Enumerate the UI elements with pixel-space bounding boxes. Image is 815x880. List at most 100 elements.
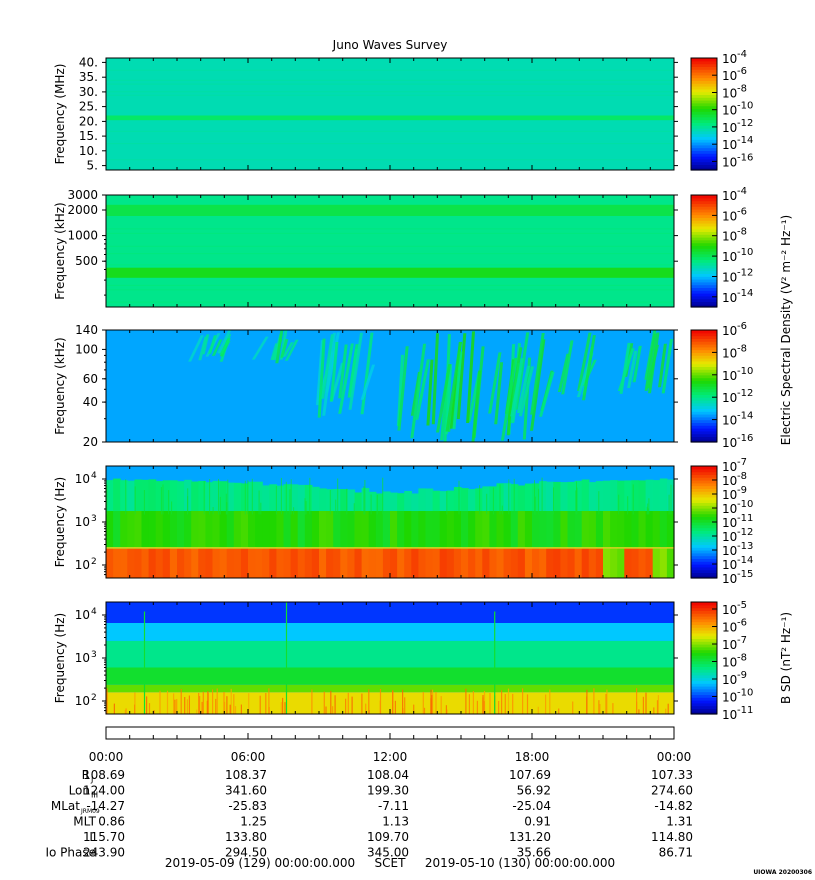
emission-column	[361, 511, 370, 548]
emission-column	[120, 511, 128, 548]
emission-column	[503, 483, 512, 511]
colorbar-segment	[691, 114, 717, 118]
colorbar-segment	[691, 355, 717, 359]
emission-column	[226, 511, 235, 548]
spectral-streak	[334, 695, 336, 714]
y-axis-label: Frequency (kHz)	[53, 337, 67, 434]
emission-column	[361, 547, 370, 549]
spectral-streak	[173, 693, 175, 714]
emission-spike	[280, 477, 282, 515]
spectral-streak	[186, 699, 188, 714]
emission-column	[461, 511, 469, 548]
emission-column	[496, 547, 505, 549]
emission-column	[184, 547, 192, 549]
ephemeris-label: R	[82, 768, 90, 782]
emission-column	[340, 548, 348, 578]
colorbar-frame	[690, 329, 718, 443]
colorbar-segment	[691, 220, 717, 224]
emission-column	[468, 547, 476, 549]
colorbar-tick-exponent: -16	[737, 152, 753, 163]
colorbar-segment	[691, 251, 717, 255]
burst-2-streak	[329, 342, 339, 402]
colorbar-segment	[691, 494, 717, 498]
colorbar-segment	[691, 635, 717, 639]
colorbar-segment	[691, 652, 717, 656]
emission-column	[468, 489, 476, 511]
emission-spike	[648, 498, 650, 515]
emission-column	[177, 481, 185, 511]
colorbar-segment	[691, 561, 717, 565]
colorbar-segment	[691, 158, 717, 163]
emission-column	[603, 548, 611, 578]
colorbar-segment	[691, 488, 717, 492]
colorbar-tick-label: 10	[722, 708, 737, 722]
spectral-streak	[665, 708, 667, 714]
y-tick-label: 30.	[79, 85, 98, 99]
emission-column	[631, 547, 640, 549]
emission-spike	[134, 486, 136, 515]
colorbar-segment	[691, 383, 717, 387]
colorbar-segment	[691, 674, 717, 679]
burst-3-streak	[488, 352, 502, 414]
colorbar-segment	[691, 510, 717, 515]
emission-column	[319, 488, 327, 511]
spectral-streak	[166, 690, 169, 714]
colorbar-tick-label: 10	[722, 488, 737, 502]
colorbar-segment	[691, 627, 717, 631]
emission-column	[411, 493, 419, 512]
emission-column	[240, 547, 249, 549]
colorbar-segment	[691, 677, 717, 681]
spectral-streak	[351, 696, 353, 714]
emission-column	[198, 511, 206, 548]
emission-column	[553, 547, 561, 549]
ephemeris-label-subscript: III	[91, 791, 98, 800]
colorbar-segment	[691, 604, 717, 609]
colorbar-segment	[691, 666, 717, 670]
colorbar-tick-exponent: -10	[737, 247, 753, 258]
spectral-streak	[282, 697, 284, 714]
time-axis: 00:00 06:00 12:00 18:00 00:00	[89, 726, 692, 764]
emission-column	[567, 511, 576, 548]
time-tick-label: 00:00	[657, 750, 692, 764]
spectral-streak	[134, 692, 136, 714]
colorbar-segment	[691, 100, 717, 104]
colorbar-segment	[691, 558, 717, 562]
burst-1-streak	[284, 339, 299, 361]
emission-column	[219, 548, 228, 578]
spectral-streak	[180, 689, 182, 714]
colorbar-segment	[691, 197, 717, 202]
colorbar-segment	[691, 80, 717, 84]
colorbar-segment	[691, 248, 717, 252]
colorbar-tick-label: 10	[722, 391, 737, 405]
burst-3-streak	[426, 359, 434, 426]
colorbar-segment	[691, 436, 717, 440]
colorbar-segment	[691, 332, 717, 337]
texture-line	[106, 232, 674, 234]
interference-line-0	[143, 611, 146, 714]
colorbar-tick-label: 10	[722, 209, 737, 223]
emission-column	[482, 511, 490, 548]
emission-column	[148, 479, 157, 511]
burst-3-streak	[471, 370, 482, 442]
time-tick-label: 00:00	[89, 750, 124, 764]
colorbar-segment	[691, 293, 717, 297]
emission-column	[347, 548, 356, 578]
y-tick-label: 1000	[67, 229, 98, 243]
spectral-streak	[645, 692, 647, 714]
y-tick-label: 15.	[79, 129, 98, 143]
spectral-streak	[188, 695, 190, 714]
emission-spike	[575, 490, 577, 515]
burst-0-streak	[217, 330, 232, 354]
emission-column	[638, 511, 647, 548]
colorbar-segment	[691, 602, 717, 606]
burst-2-streak	[348, 348, 358, 398]
emission-column	[297, 484, 306, 511]
colorbar-segment	[691, 335, 717, 339]
emission-column	[581, 547, 590, 549]
emission-column	[453, 487, 462, 511]
burst-6-streak	[644, 333, 657, 391]
emission-column	[311, 511, 320, 548]
emission-spike	[335, 499, 337, 515]
colorbar-segment	[691, 86, 717, 90]
colorbar-tick-label: 10	[722, 369, 737, 383]
